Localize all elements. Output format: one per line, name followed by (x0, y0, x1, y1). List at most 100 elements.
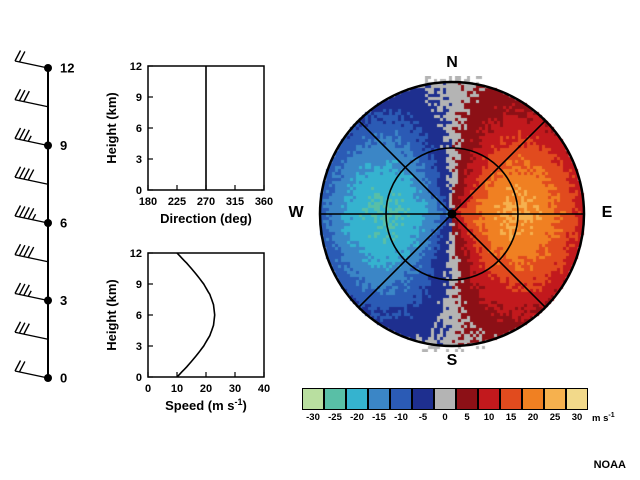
wind-barb-feather (18, 361, 26, 373)
vad-velocity-canvas (314, 76, 590, 352)
x-tick-label: 315 (226, 196, 244, 208)
colorbar-tick-label: -5 (418, 412, 428, 423)
x-axis-label: Direction (deg) (160, 211, 252, 226)
wind-barb-feather (14, 205, 22, 217)
y-tick-label: 3 (136, 341, 142, 353)
colorbar-swatch (456, 388, 478, 410)
x-tick-label: 10 (171, 383, 183, 395)
colorbar-swatch (566, 388, 588, 410)
wind-barb-feather (18, 167, 26, 179)
colorbar-swatch (500, 388, 522, 410)
wind-barb-staff (14, 370, 49, 379)
colorbar-tick-label: 15 (505, 412, 517, 423)
colorbar-unit-text: m s (592, 413, 609, 425)
colorbar-swatch (544, 388, 566, 410)
wind-barb-feather (27, 246, 35, 258)
height-dot (44, 64, 52, 72)
height-label: 12 (60, 61, 74, 76)
y-tick-label: 0 (136, 185, 142, 197)
speed-plot: 0 10 20 30 40 0 3 6 9 12 Height (km) Speed (m s-1) (104, 248, 270, 413)
colorbar (302, 388, 588, 410)
wind-barb-feather (23, 207, 30, 219)
colorbar-unit: m s-1 (592, 412, 615, 424)
wind-barb-feather (14, 360, 22, 372)
wind-barb-half-feather (27, 135, 32, 142)
wind-barb-feather (18, 244, 26, 257)
colorbar-swatch (434, 388, 456, 410)
wind-barb-feather (23, 168, 30, 180)
colorbar-tick-labels: -30 -25 -20 -15 -10 -5 0 5 10 15 20 25 30 (302, 412, 588, 423)
height-dot (44, 219, 52, 227)
x-tick-label: 0 (145, 383, 151, 395)
colorbar-swatch (412, 388, 434, 410)
colorbar-tick-label: 25 (549, 412, 561, 423)
wind-barb-feather (18, 128, 26, 140)
wind-barb-feather (14, 88, 22, 101)
colorbar-tick-label: -10 (394, 412, 408, 423)
wind-barb-staff (14, 254, 49, 263)
wind-barb-feather (23, 90, 30, 102)
wind-barb-feather (18, 322, 26, 334)
colorbar-tick-label: 0 (442, 412, 448, 423)
y-tick-label: 0 (136, 372, 142, 384)
colorbar-tick-label: 30 (571, 412, 583, 423)
credit-noaa: NOAA (593, 459, 626, 471)
colorbar-tick-label: -20 (350, 412, 364, 423)
wind-barb-profile: 0 3 6 9 12 (14, 50, 74, 386)
colorbar-unit-sup: -1 (608, 412, 615, 419)
height-dot (44, 374, 52, 382)
colorbar-tick-label: 10 (483, 412, 495, 423)
x-tick-label: 20 (200, 383, 212, 395)
height-label: 9 (60, 138, 67, 153)
speed-profile-curve (176, 252, 216, 378)
x-tick-label: 360 (255, 196, 273, 208)
direction-plot: 180 225 270 315 360 0 3 6 9 12 Height (km) Directio… (104, 61, 273, 226)
wind-barb-feather (18, 206, 26, 218)
height-label: 0 (60, 371, 67, 386)
wind-barb-staff (14, 60, 49, 69)
wind-barb-feather (27, 207, 35, 220)
y-axis-label: Height (km) (104, 92, 119, 164)
colorbar-tick-label: -15 (372, 412, 386, 423)
colorbar-tick-label: -30 (306, 412, 320, 423)
compass-label-east: E (601, 204, 613, 221)
wind-barb-feather (23, 129, 30, 141)
compass-label-west: W (288, 204, 304, 221)
y-tick-label: 3 (136, 154, 142, 166)
colorbar-swatch (368, 388, 390, 410)
colorbar-tick-label: 5 (464, 412, 470, 423)
wind-barb-feather (23, 284, 30, 296)
wind-barb-feather (23, 323, 30, 335)
colorbar-swatch (346, 388, 368, 410)
height-label: 3 (60, 293, 67, 308)
x-axis-label: Speed (m s-1) (165, 397, 247, 413)
y-tick-label: 6 (136, 123, 142, 135)
y-tick-label: 12 (130, 61, 142, 73)
colorbar-swatch (478, 388, 500, 410)
wind-barb-staff (14, 176, 49, 185)
height-dot (44, 296, 52, 305)
wind-barb-staff (14, 137, 49, 147)
colorbar-tick-label: -25 (328, 412, 342, 423)
wind-barb-feather (18, 89, 26, 102)
wind-barb-feather (18, 283, 26, 295)
wind-barb-half-feather (31, 213, 37, 221)
compass-label-south: S (446, 352, 458, 369)
y-tick-label: 9 (136, 279, 142, 291)
x-tick-label: 180 (139, 196, 157, 208)
y-tick-label: 9 (136, 92, 142, 104)
wind-barb-feather (14, 321, 22, 333)
colorbar-tick-label: 20 (527, 412, 539, 423)
x-tick-label: 30 (229, 383, 241, 395)
wind-barb-staff (14, 331, 49, 340)
wind-barb-staff (14, 292, 49, 302)
y-tick-label: 6 (136, 310, 142, 322)
colorbar-swatch (324, 388, 346, 410)
wind-barb-feather (27, 169, 35, 181)
wind-barb-feather (14, 243, 22, 256)
wind-barb-feather (18, 51, 26, 63)
wind-barb-feather (23, 245, 30, 257)
wind-barb-feather (14, 282, 22, 294)
x-tick-label: 40 (258, 383, 270, 395)
